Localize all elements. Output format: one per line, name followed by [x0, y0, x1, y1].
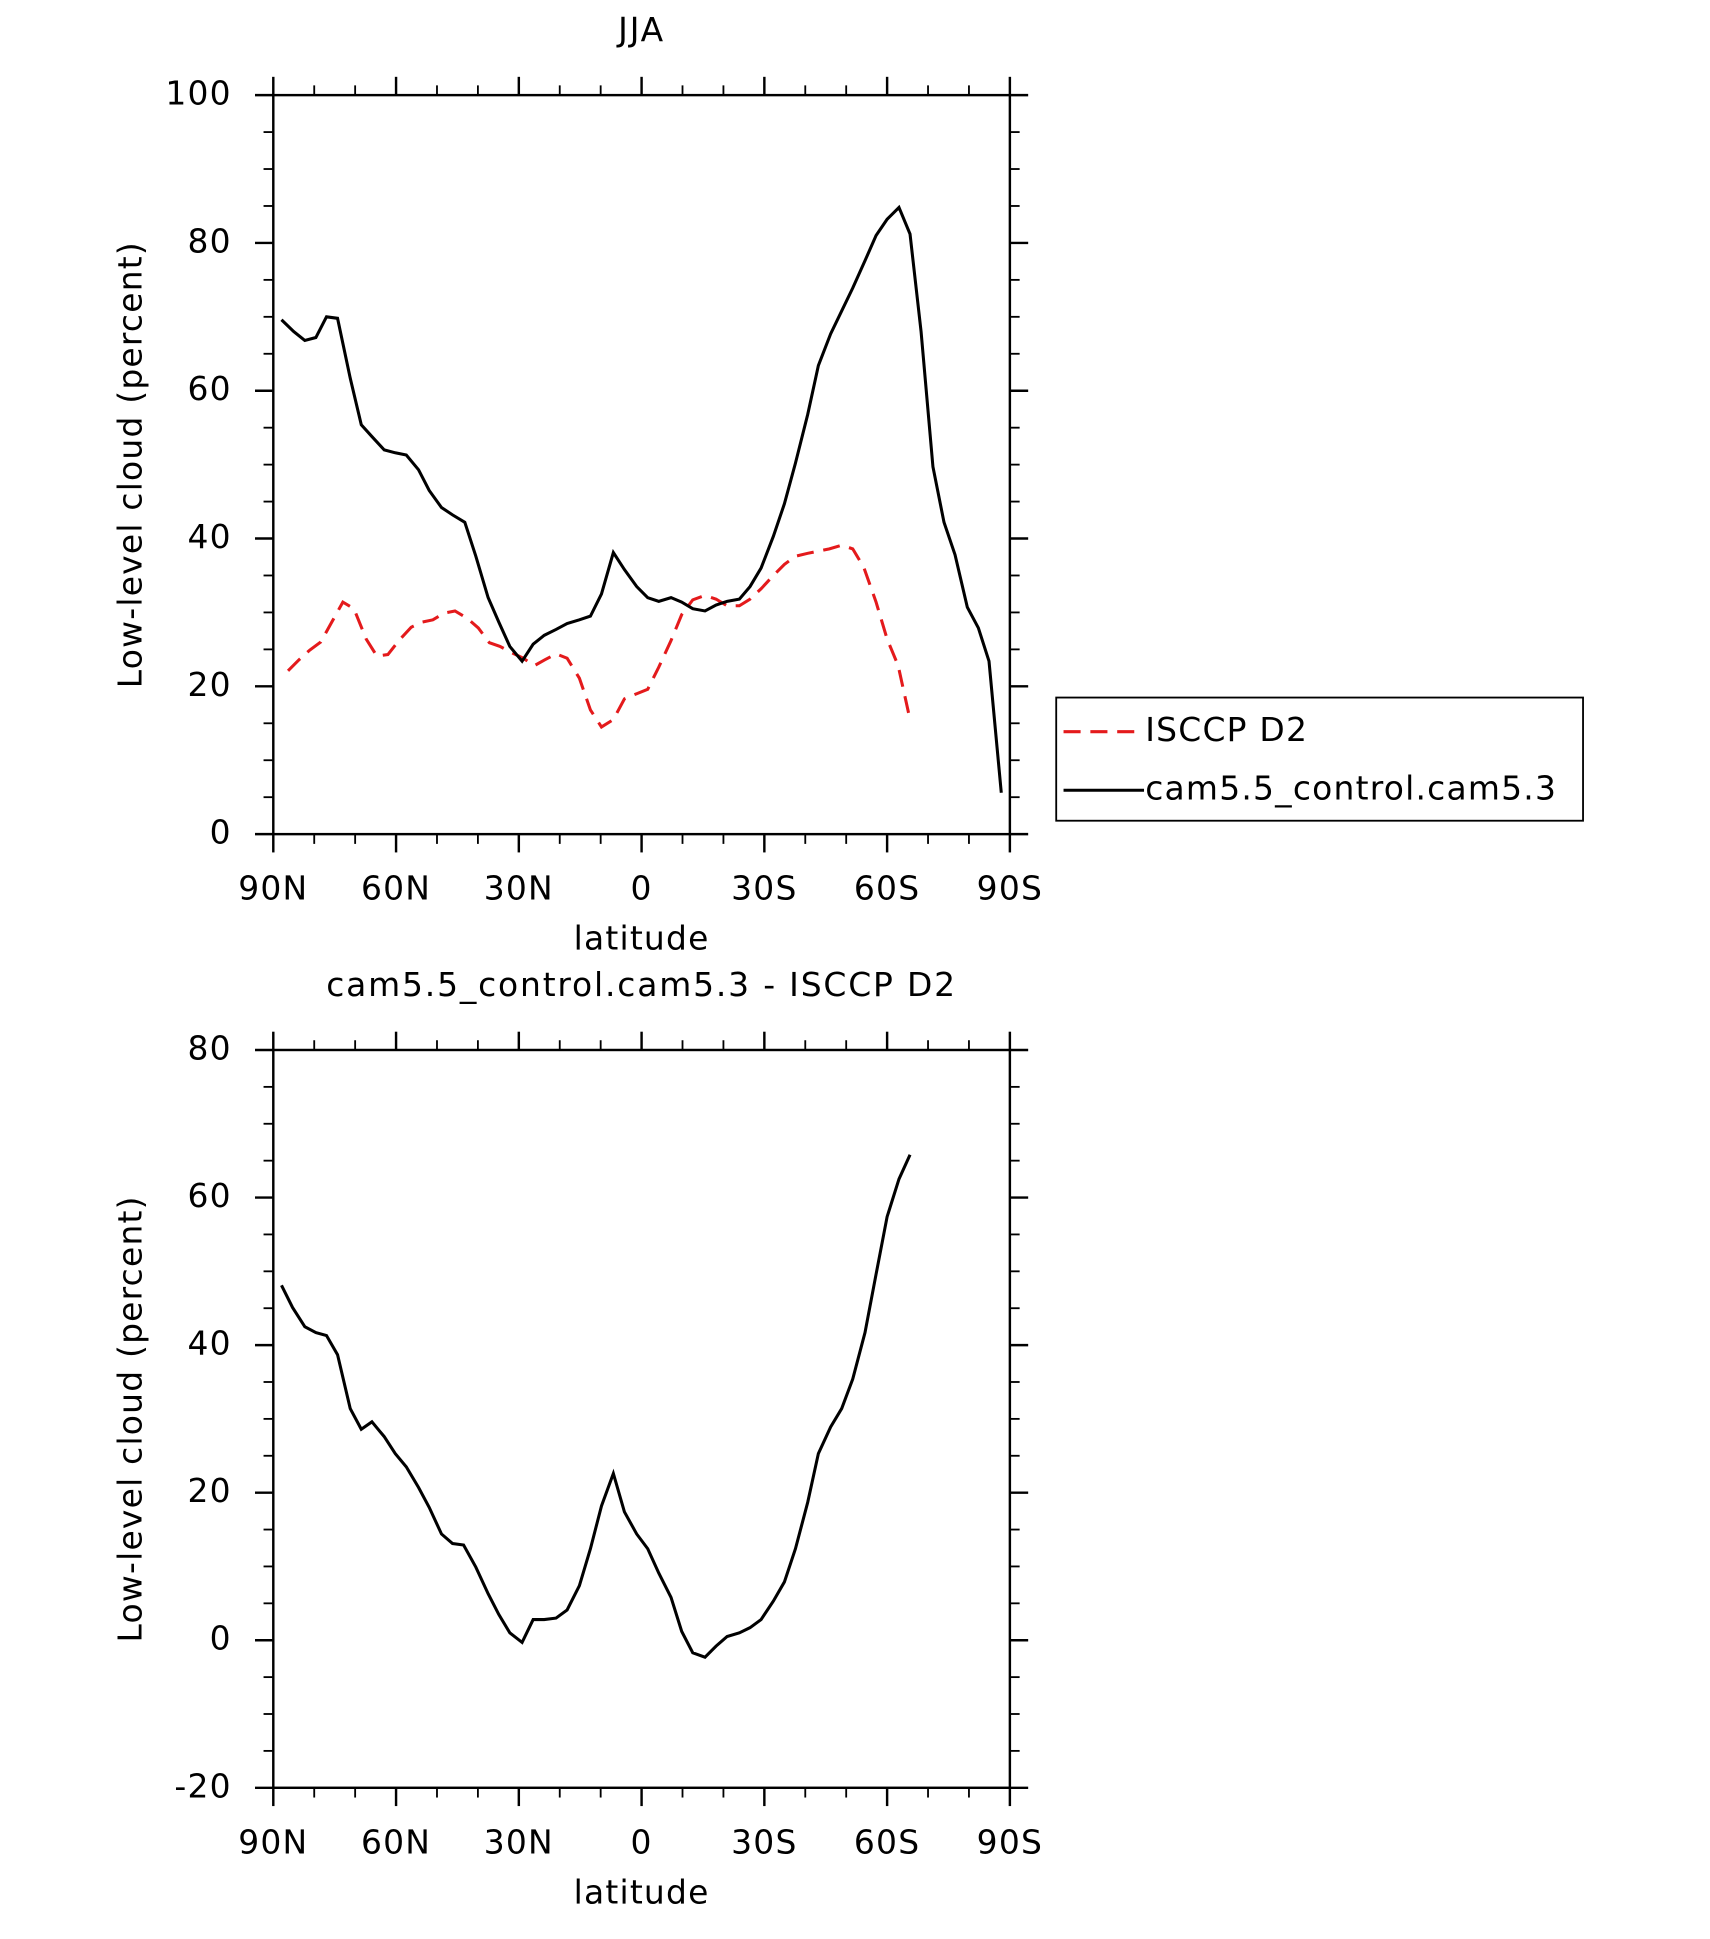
- y-tick-label: 100: [165, 74, 231, 113]
- y-tick-label: 80: [188, 1028, 232, 1067]
- x-tick-label: 30S: [731, 1822, 797, 1861]
- x-tick-label: 90N: [238, 869, 308, 908]
- y-tick-label: 60: [188, 369, 232, 408]
- y-axis-label: Low-level cloud (percent): [110, 241, 149, 688]
- legend-label: ISCCP D2: [1145, 710, 1308, 749]
- data-line: [280, 204, 1003, 793]
- y-tick-label: -20: [174, 1766, 231, 1805]
- chart-title: JJA: [616, 10, 665, 49]
- data-line: [280, 1154, 912, 1659]
- x-axis-label: latitude: [574, 1872, 710, 1911]
- y-tick-label: 40: [188, 517, 232, 556]
- x-tick-label: 30N: [484, 869, 554, 908]
- legend-label: cam5.5_control.cam5.3: [1145, 769, 1557, 808]
- y-tick-label: 20: [188, 665, 232, 704]
- y-axis-label: Low-level cloud (percent): [110, 1195, 149, 1642]
- data-line: [286, 543, 912, 730]
- x-tick-label: 60N: [361, 869, 431, 908]
- x-tick-label: 90S: [977, 869, 1043, 908]
- x-tick-label: 0: [631, 869, 653, 908]
- y-tick-label: 40: [188, 1324, 232, 1363]
- x-tick-label: 60N: [361, 1822, 431, 1861]
- x-axis-label: latitude: [574, 919, 710, 958]
- chart-title: cam5.5_control.cam5.3 - ISCCP D2: [326, 965, 957, 1004]
- x-tick-label: 60S: [854, 869, 920, 908]
- legend-box: [1055, 696, 1584, 822]
- y-tick-label: 60: [188, 1176, 232, 1215]
- x-tick-label: 0: [631, 1822, 653, 1861]
- x-tick-label: 30N: [484, 1822, 554, 1861]
- x-tick-label: 30S: [731, 869, 797, 908]
- y-tick-label: 0: [210, 813, 232, 852]
- x-tick-label: 60S: [854, 1822, 920, 1861]
- x-tick-label: 90S: [977, 1822, 1043, 1861]
- y-tick-label: 80: [188, 221, 232, 260]
- plot-frame: [272, 1048, 1012, 1790]
- y-tick-label: 0: [210, 1619, 232, 1658]
- y-tick-label: 20: [188, 1471, 232, 1510]
- x-tick-label: 90N: [238, 1822, 308, 1861]
